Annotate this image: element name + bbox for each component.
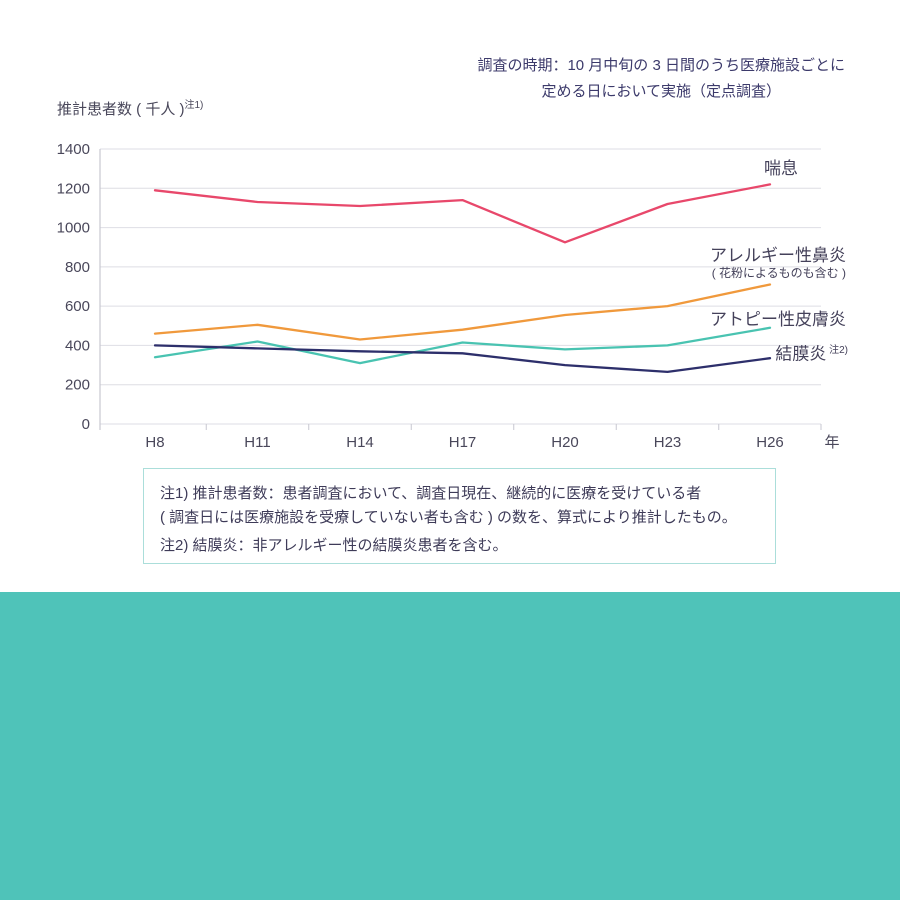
- survey-note-line2: 定める日において実施（定点調査）: [541, 83, 781, 100]
- x-tick-label: H23: [654, 434, 682, 451]
- x-tick-label: H14: [346, 434, 374, 451]
- series-line-conjunctivitis: [153, 344, 772, 374]
- x-tick-label: H20: [551, 434, 579, 451]
- notes-box: 注1) 推計患者数：患者調査において、調査日現在、継続的に医療を受けている者 (…: [143, 468, 776, 564]
- x-tick-label: H8: [145, 434, 164, 451]
- y-axis-title-text: 推計患者数 ( 千人 ): [57, 101, 185, 118]
- y-tick-label: 600: [65, 298, 90, 315]
- note-line-1: 注1) 推計患者数：患者調査において、調査日現在、継続的に医療を受けている者: [160, 485, 702, 502]
- y-tick-label: 1200: [57, 180, 90, 197]
- series-line-atopic-dermatitis: [153, 326, 772, 365]
- x-axis-unit-label: 年: [824, 434, 839, 451]
- y-tick-label: 200: [65, 377, 90, 394]
- y-tick-label: 400: [65, 337, 90, 354]
- series-line-asthma: [153, 183, 772, 244]
- y-tick-label: 1400: [57, 141, 90, 158]
- x-tick-label: H17: [449, 434, 477, 451]
- x-tick-label: H11: [244, 434, 270, 451]
- line-chart: 0 200 400 600 800 1000 1200 1400 H8 H11 H14 H17 H20 H…: [57, 141, 840, 451]
- y-tick-label: 800: [65, 259, 90, 276]
- y-axis-title-note-ref: 注1): [184, 100, 204, 111]
- survey-note-line1: 調査の時期：10 月中旬の 3 日間のうち医療施設ごとに: [477, 57, 845, 74]
- survey-period-note: 調査の時期：10 月中旬の 3 日間のうち医療施設ごとに 定める日において実施（…: [477, 53, 845, 105]
- note-line-2: ( 調査日には医療施設を受療していない者も含む ) の数を、算式により推計したも…: [160, 509, 737, 526]
- x-tick-label: H26: [756, 434, 784, 451]
- series-line-allergic-rhinitis: [153, 283, 772, 341]
- y-axis-title: 推計患者数 ( 千人 )注1): [57, 96, 203, 119]
- note-line-3: 注2) 結膜炎：非アレルギー性の結膜炎患者を含む。: [160, 537, 508, 554]
- y-tick-label: 1000: [57, 220, 90, 237]
- banner: Allergies アレルギー疾患推計患者数の年次推移 アレルギー疾患により医療…: [0, 592, 900, 900]
- y-tick-label: 0: [82, 416, 90, 433]
